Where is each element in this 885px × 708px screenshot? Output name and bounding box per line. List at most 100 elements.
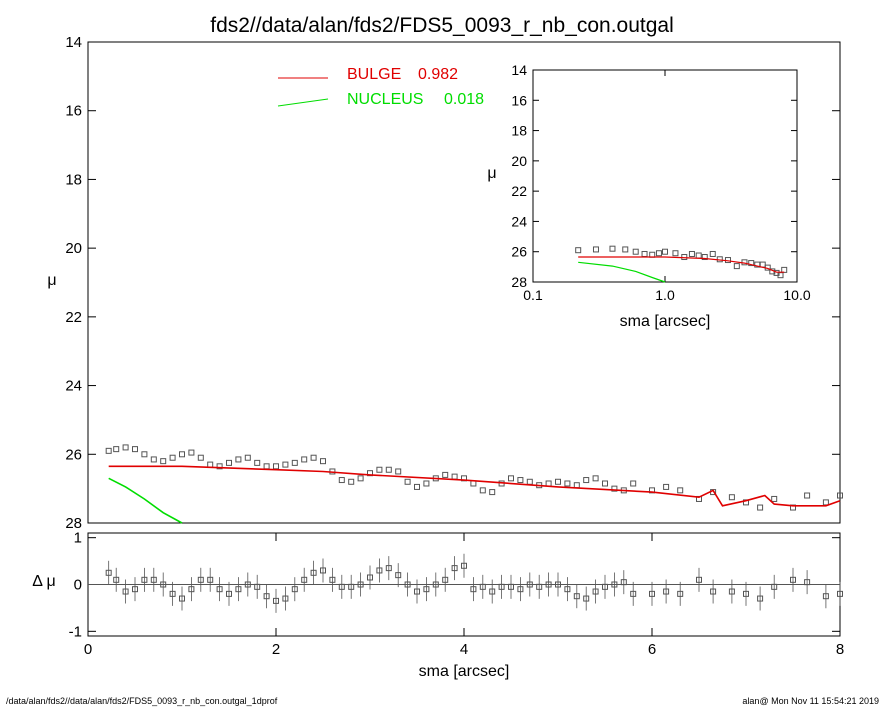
- x-tick-label: 6: [648, 641, 656, 658]
- data-point: [822, 593, 829, 600]
- y-tick-label: 16: [511, 92, 527, 108]
- inset-x-axis-label: sma [arcsec]: [620, 313, 711, 330]
- data-point: [169, 454, 176, 461]
- data-point: [649, 590, 655, 597]
- data-point: [655, 250, 662, 257]
- y-tick-label: 26: [511, 244, 527, 260]
- nucleus-profile-line: [578, 261, 666, 283]
- data-point: [197, 576, 204, 583]
- data-point: [743, 590, 749, 597]
- data-point: [804, 579, 811, 586]
- data-point: [254, 583, 261, 590]
- data-point: [395, 572, 402, 579]
- legend-nucleus-label: NUCLEUS: [347, 91, 423, 108]
- x-tick-label: 0.1: [523, 287, 543, 303]
- data-point: [688, 250, 695, 257]
- data-point: [790, 576, 796, 583]
- data-point: [150, 576, 157, 583]
- y-tick-label: 28: [65, 515, 82, 532]
- data-point: [442, 576, 449, 583]
- data-point: [141, 576, 148, 583]
- data-point: [310, 454, 317, 461]
- data-point: [105, 447, 112, 454]
- data-point: [414, 483, 420, 490]
- main-y-axis: 14 16 18 20 22 24 26 28: [65, 34, 840, 532]
- x-tick-label: 10.0: [783, 287, 810, 303]
- main-plot-area: [105, 444, 843, 524]
- data-point: [583, 595, 590, 602]
- legend-bulge-label: BULGE: [347, 66, 401, 83]
- data-point: [592, 246, 599, 253]
- data-point: [728, 588, 735, 595]
- data-point: [207, 576, 214, 583]
- data-point: [226, 590, 232, 597]
- y-tick-label: 16: [65, 103, 82, 120]
- data-point: [244, 581, 251, 588]
- data-point: [662, 248, 668, 255]
- data-point: [105, 569, 112, 576]
- data-point: [575, 247, 582, 254]
- x-tick-label: 1.0: [655, 287, 675, 303]
- data-point: [804, 492, 811, 499]
- data-point: [385, 466, 392, 473]
- data-point: [611, 581, 618, 588]
- data-point: [710, 588, 717, 595]
- data-point: [329, 576, 336, 583]
- data-point: [160, 581, 167, 588]
- data-point: [357, 581, 364, 588]
- data-point: [216, 586, 223, 593]
- data-point: [781, 266, 788, 273]
- data-point: [254, 459, 261, 466]
- data-point: [771, 495, 778, 502]
- data-point: [291, 586, 298, 593]
- data-point: [188, 449, 195, 456]
- x-tick-label: 4: [460, 641, 468, 658]
- data-point: [479, 583, 486, 590]
- data-point: [226, 459, 232, 466]
- data-point: [573, 482, 580, 489]
- y-tick-label: 18: [511, 123, 527, 139]
- data-point: [132, 446, 138, 453]
- data-point: [479, 487, 486, 494]
- data-point: [592, 475, 599, 482]
- residual-plot-area: [105, 553, 843, 613]
- data-point: [235, 456, 242, 463]
- legend-nucleus-swatch: [277, 98, 329, 107]
- data-point: [677, 590, 684, 597]
- nucleus-profile-line: [108, 477, 183, 524]
- y-tick-label: 20: [65, 240, 82, 257]
- residual-x-axis-label: sma [arcsec]: [419, 663, 510, 680]
- data-point: [545, 480, 552, 487]
- data-point: [169, 590, 176, 597]
- data-point: [207, 461, 214, 468]
- data-point: [583, 477, 590, 484]
- data-point: [461, 562, 467, 569]
- data-point: [508, 583, 514, 590]
- chart-title: fds2//data/alan/fds2/FDS5_0093_r_nb_con.…: [210, 14, 674, 37]
- footer-file-path: /data/alan/fds2//data/alan/fds2/FDS5_009…: [6, 696, 278, 706]
- data-point: [160, 458, 167, 465]
- x-tick-label: 8: [836, 641, 844, 658]
- data-point: [822, 499, 829, 506]
- data-point: [564, 480, 571, 487]
- data-point: [273, 463, 279, 470]
- data-point: [179, 451, 185, 458]
- data-point: [517, 586, 524, 593]
- y-tick-label: 22: [65, 309, 82, 326]
- y-tick-label: -1: [69, 623, 82, 640]
- data-point: [291, 459, 298, 466]
- legend-bulge-value: 0.982: [418, 66, 458, 83]
- data-point: [611, 485, 618, 492]
- data-point: [733, 263, 740, 270]
- y-tick-label: 18: [65, 171, 82, 188]
- data-point: [432, 581, 439, 588]
- data-point: [555, 478, 561, 485]
- data-point: [338, 477, 345, 484]
- data-point: [348, 583, 355, 590]
- data-point: [263, 593, 270, 600]
- data-point: [423, 480, 430, 487]
- data-point: [592, 588, 599, 595]
- data-point: [701, 254, 708, 261]
- inset-plot-area: [575, 245, 788, 283]
